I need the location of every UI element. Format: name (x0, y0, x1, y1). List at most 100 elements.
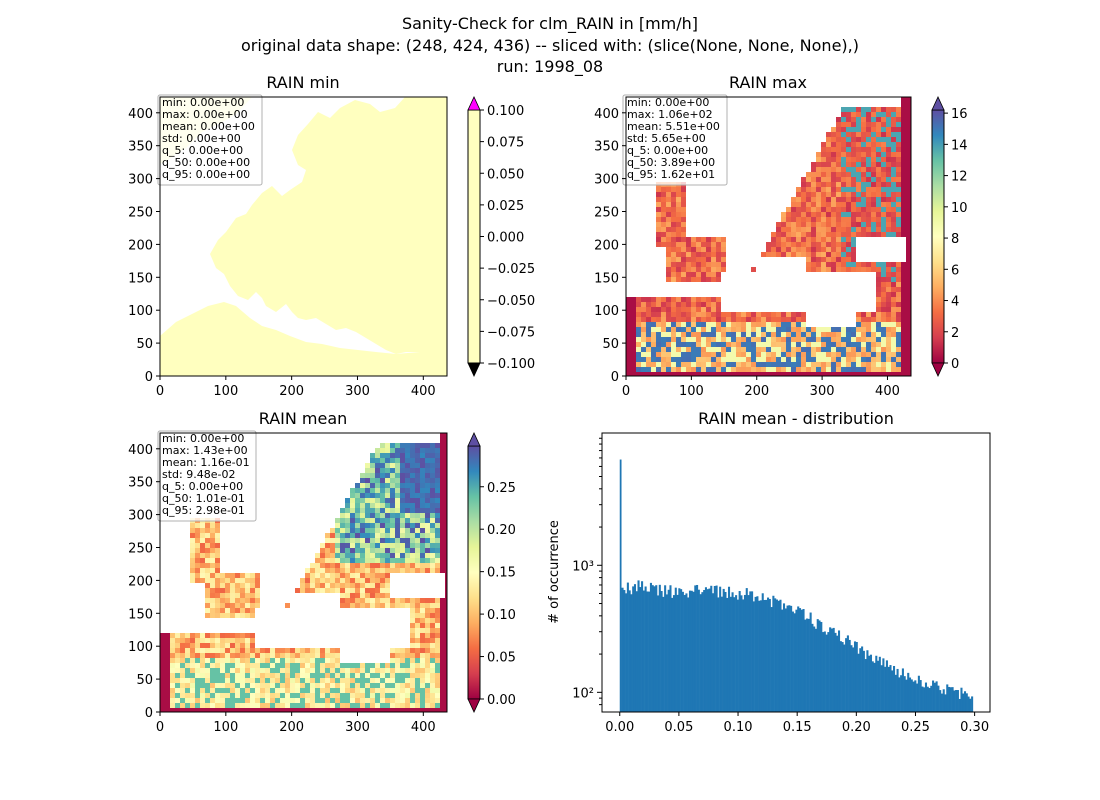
field-cell (656, 367, 661, 372)
field-cell (330, 563, 335, 568)
field-cell (275, 708, 280, 712)
field-cell (641, 352, 646, 357)
histogram-bar (910, 679, 913, 712)
field-cell (641, 297, 646, 302)
field-cell (375, 683, 380, 688)
field-cell (445, 638, 447, 643)
field-cell (891, 142, 896, 147)
field-cell (390, 493, 395, 498)
field-cell (195, 683, 200, 688)
field-cell (390, 673, 395, 678)
field-cell (255, 573, 260, 578)
histogram-bar (619, 459, 622, 712)
field-cell (896, 327, 901, 332)
field-cell (270, 648, 275, 653)
stat-std-rain-min: std: 0.00e+00 (162, 132, 241, 145)
field-cell (691, 327, 696, 332)
field-cell (230, 598, 235, 603)
field-cell (325, 583, 330, 588)
field-cell (906, 347, 911, 352)
field-cell (425, 618, 430, 623)
field-cell (430, 598, 435, 603)
field-cell (335, 523, 340, 528)
field-cell (746, 342, 751, 347)
field-cell (801, 357, 806, 362)
field-cell (220, 598, 225, 603)
field-cell (420, 483, 425, 488)
field-cell (821, 367, 826, 372)
field-cell (390, 683, 395, 688)
field-cell (861, 187, 866, 192)
field-cell (390, 543, 395, 548)
field-cell (430, 463, 435, 468)
field-cell (701, 307, 706, 312)
field-cell (846, 152, 851, 157)
field-cell (716, 367, 721, 372)
field-cell (210, 523, 215, 528)
field-cell (661, 197, 666, 202)
field-cell (781, 332, 786, 337)
field-cell (320, 673, 325, 678)
field-cell (435, 553, 440, 558)
field-cell (185, 648, 190, 653)
field-cell (671, 222, 676, 227)
stats-box-rain-max (622, 94, 728, 186)
colorbar-tick-label: 0.025 (487, 199, 524, 214)
field-cell (255, 583, 260, 588)
field-cell (801, 217, 806, 222)
field-cell (255, 658, 260, 663)
field-cell (185, 633, 190, 638)
field-cell (906, 212, 911, 217)
field-cell (435, 458, 440, 463)
field-cell (691, 257, 696, 262)
field-cell (856, 127, 861, 132)
field-cell (806, 252, 811, 257)
field-cell (706, 367, 711, 372)
field-cell (626, 307, 631, 312)
field-cell (766, 352, 771, 357)
field-cell (205, 558, 210, 563)
field-cell (661, 337, 666, 342)
field-cell (445, 663, 447, 668)
field-cell (846, 367, 851, 372)
field-cell (300, 648, 305, 653)
field-cell (365, 478, 370, 483)
field-cell (676, 247, 681, 252)
field-cell (851, 222, 856, 227)
field-cell (796, 192, 801, 197)
field-cell (666, 312, 671, 317)
field-cell (866, 347, 871, 352)
field-cell (165, 683, 170, 688)
field-cell (881, 207, 886, 212)
field-cell (771, 367, 776, 372)
field-cell (896, 112, 901, 117)
field-cell (345, 543, 350, 548)
field-cell (170, 638, 175, 643)
field-cell (295, 653, 300, 658)
field-cell (365, 693, 370, 698)
field-cell (305, 653, 310, 658)
field-cell (430, 663, 435, 668)
field-cell (671, 342, 676, 347)
field-cell (225, 583, 230, 588)
field-cell (906, 222, 911, 227)
field-cell (400, 683, 405, 688)
field-cell (380, 503, 385, 508)
field-cell (626, 362, 631, 367)
field-cell (385, 603, 390, 608)
field-cell (270, 658, 275, 663)
field-cell (676, 237, 681, 242)
field-cell (881, 162, 886, 167)
field-cell (841, 367, 846, 372)
panel-rain-mean-distribution: RAIN mean - distribution 0.00 0.05 0.10 0.1… (547, 409, 991, 735)
field-cell (881, 227, 886, 232)
field-cell (285, 698, 290, 703)
field-cell (716, 322, 721, 327)
field-cell (345, 503, 350, 508)
field-cell (315, 668, 320, 673)
field-cell (185, 643, 190, 648)
field-cell (841, 202, 846, 207)
histogram-bar (713, 585, 716, 712)
field-cell (886, 362, 891, 367)
field-cell (385, 698, 390, 703)
